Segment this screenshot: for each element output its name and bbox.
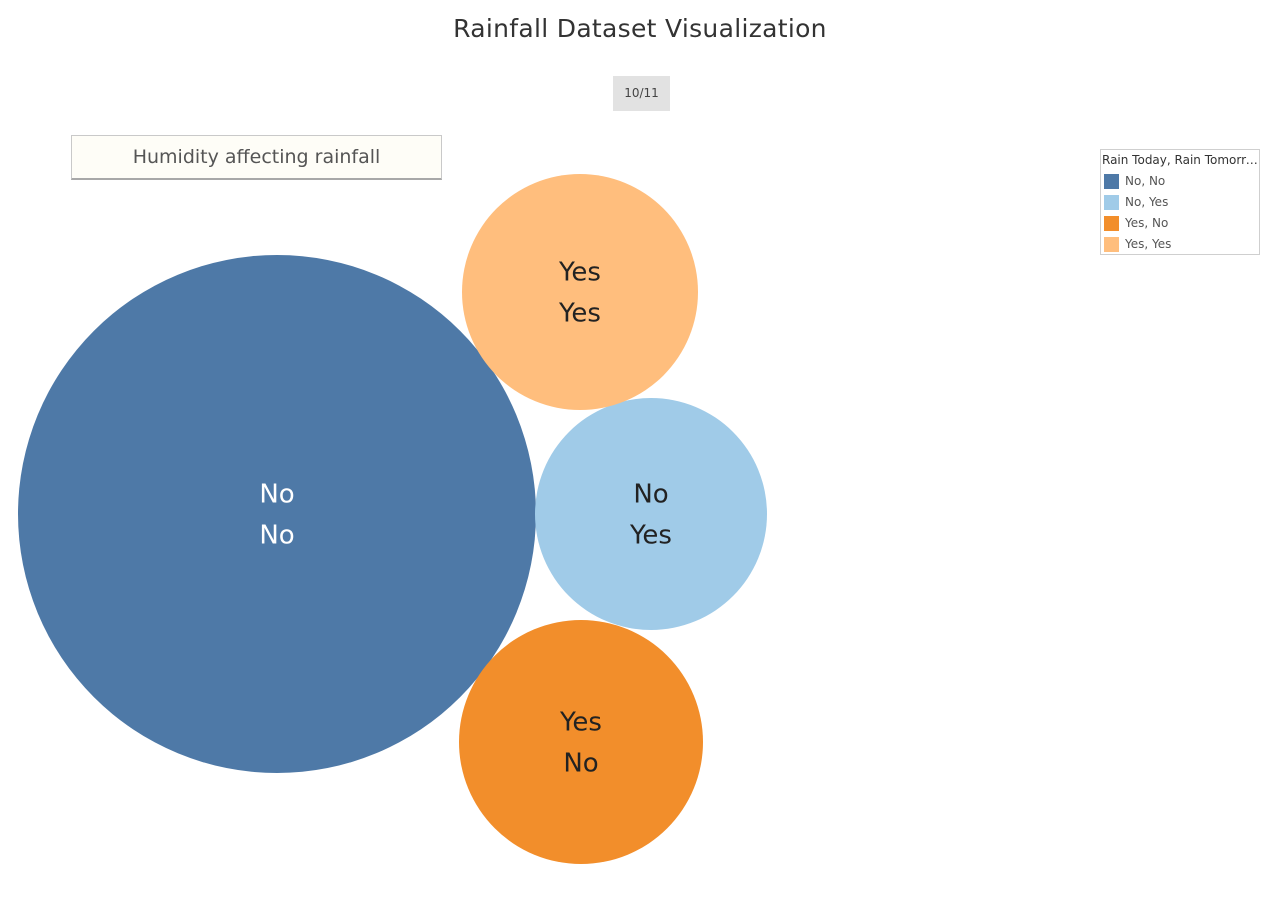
legend-swatch bbox=[1104, 237, 1119, 252]
legend: Rain Today, Rain Tomorro.. No, No No, Ye… bbox=[1100, 149, 1260, 255]
legend-label: No, No bbox=[1125, 174, 1166, 188]
legend-swatch bbox=[1104, 195, 1119, 210]
legend-label: Yes, Yes bbox=[1125, 237, 1172, 251]
page-indicator[interactable]: 10/11 bbox=[613, 76, 670, 111]
bubble-label-no-no: No bbox=[259, 480, 294, 510]
legend-item-no-yes[interactable]: No, Yes bbox=[1104, 194, 1256, 211]
bubble-no-no[interactable] bbox=[18, 255, 536, 773]
legend-swatch bbox=[1104, 216, 1119, 231]
bubble-label-no-yes: Yes bbox=[629, 521, 672, 551]
chart-title: Rainfall Dataset Visualization bbox=[453, 14, 827, 43]
bubble-label-no-no: No bbox=[259, 521, 294, 551]
bubble-label-yes-no: No bbox=[563, 749, 598, 779]
bubble-yes-no[interactable] bbox=[459, 620, 703, 864]
legend-item-yes-no[interactable]: Yes, No bbox=[1104, 215, 1256, 232]
legend-swatch bbox=[1104, 174, 1119, 189]
bubble-label-yes-yes: Yes bbox=[558, 258, 601, 288]
bubble-label-yes-yes: Yes bbox=[558, 299, 601, 329]
legend-label: Yes, No bbox=[1125, 216, 1169, 230]
bubble-label-yes-no: Yes bbox=[559, 708, 602, 738]
legend-label: No, Yes bbox=[1125, 195, 1169, 209]
legend-item-yes-yes[interactable]: Yes, Yes bbox=[1104, 236, 1256, 253]
bubble-label-no-yes: No bbox=[633, 480, 668, 510]
bubble-yes-yes[interactable] bbox=[462, 174, 698, 410]
bubble-no-yes[interactable] bbox=[535, 398, 767, 630]
caption-box: Humidity affecting rainfall bbox=[71, 135, 442, 180]
legend-item-no-no[interactable]: No, No bbox=[1104, 173, 1256, 190]
